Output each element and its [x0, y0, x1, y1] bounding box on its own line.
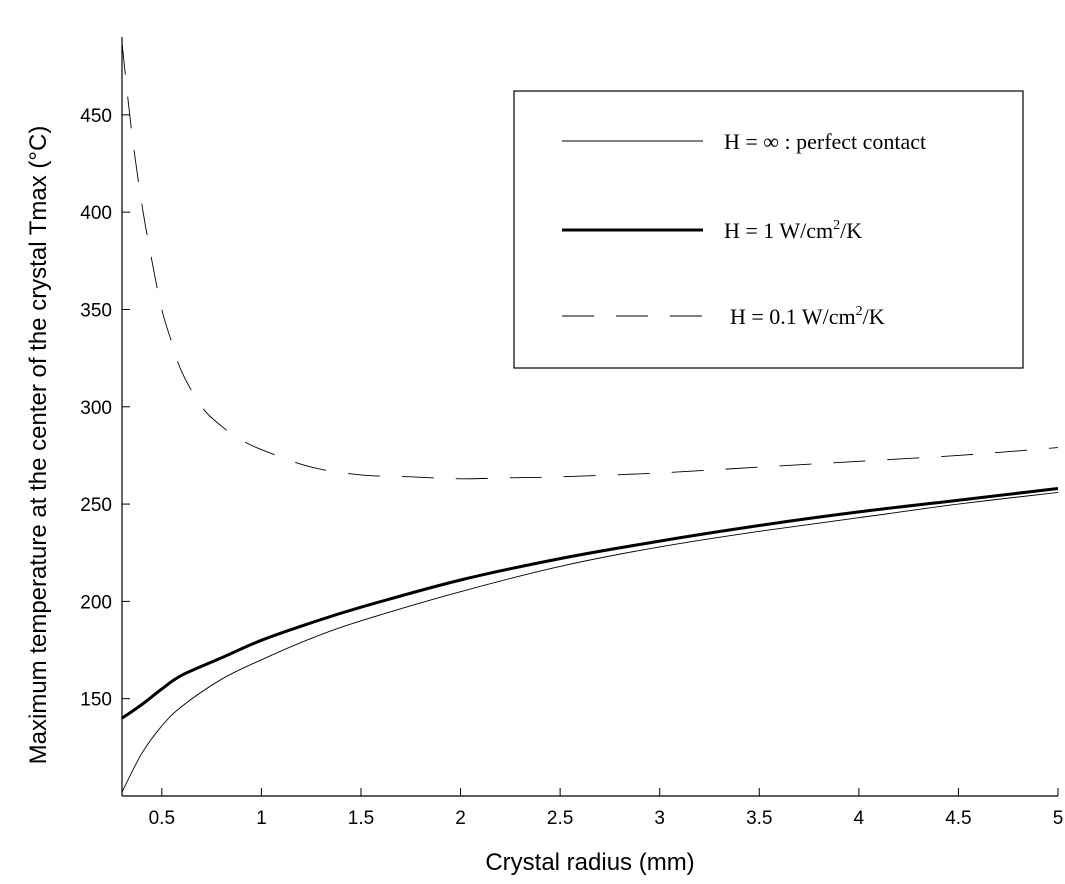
y-tick-label: 250: [80, 495, 112, 516]
x-tick-label: 4.5: [945, 808, 971, 829]
series-line-0: [121, 491, 1059, 793]
series-layer: [121, 42, 1059, 793]
series-line-1: [121, 487, 1059, 720]
legend-label-series-2: H = 0.1 W/cm2/K: [730, 304, 885, 329]
y-tick-label: 200: [80, 592, 112, 613]
x-tick-label: 1.5: [348, 808, 374, 829]
y-tick-label: 150: [80, 690, 112, 711]
x-tick-label: 2: [455, 808, 466, 829]
y-tick-label: 300: [80, 398, 112, 419]
y-tick-label: 450: [80, 106, 112, 127]
x-tick-label: 1: [256, 808, 267, 829]
legend-label-series-1: H = 1 W/cm2/K: [724, 218, 862, 243]
series-line-2: [121, 42, 1059, 480]
legend: H = ∞ : perfect contact H = 1 W/cm2/K H …: [513, 90, 1024, 369]
y-tick-label: 350: [80, 300, 112, 321]
plot-axes: 0.5 1 1.5 2 2.5 3 3.5 4 4.5 5 150 200 250 300 350 400 45…: [80, 37, 1063, 829]
legend-label-series-0: H = ∞ : perfect contact: [724, 129, 926, 154]
x-axis-label: Crystal radius (mm): [485, 849, 694, 876]
x-tick-label: 3: [654, 808, 665, 829]
x-tick-label: 3.5: [746, 808, 772, 829]
y-axis-label: Maximum temperature at the center of the…: [25, 126, 52, 765]
y-tick-label: 400: [80, 203, 112, 224]
x-tick-label: 4: [854, 808, 865, 829]
x-tick-label: 0.5: [149, 808, 175, 829]
x-tick-label: 5: [1053, 808, 1064, 829]
x-tick-label: 2.5: [547, 808, 573, 829]
